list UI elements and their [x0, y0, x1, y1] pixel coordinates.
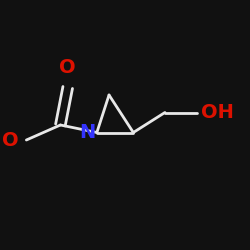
Text: OH: OH — [202, 103, 234, 122]
Text: O: O — [60, 58, 76, 78]
Text: N: N — [79, 123, 95, 142]
Text: O: O — [2, 130, 19, 150]
